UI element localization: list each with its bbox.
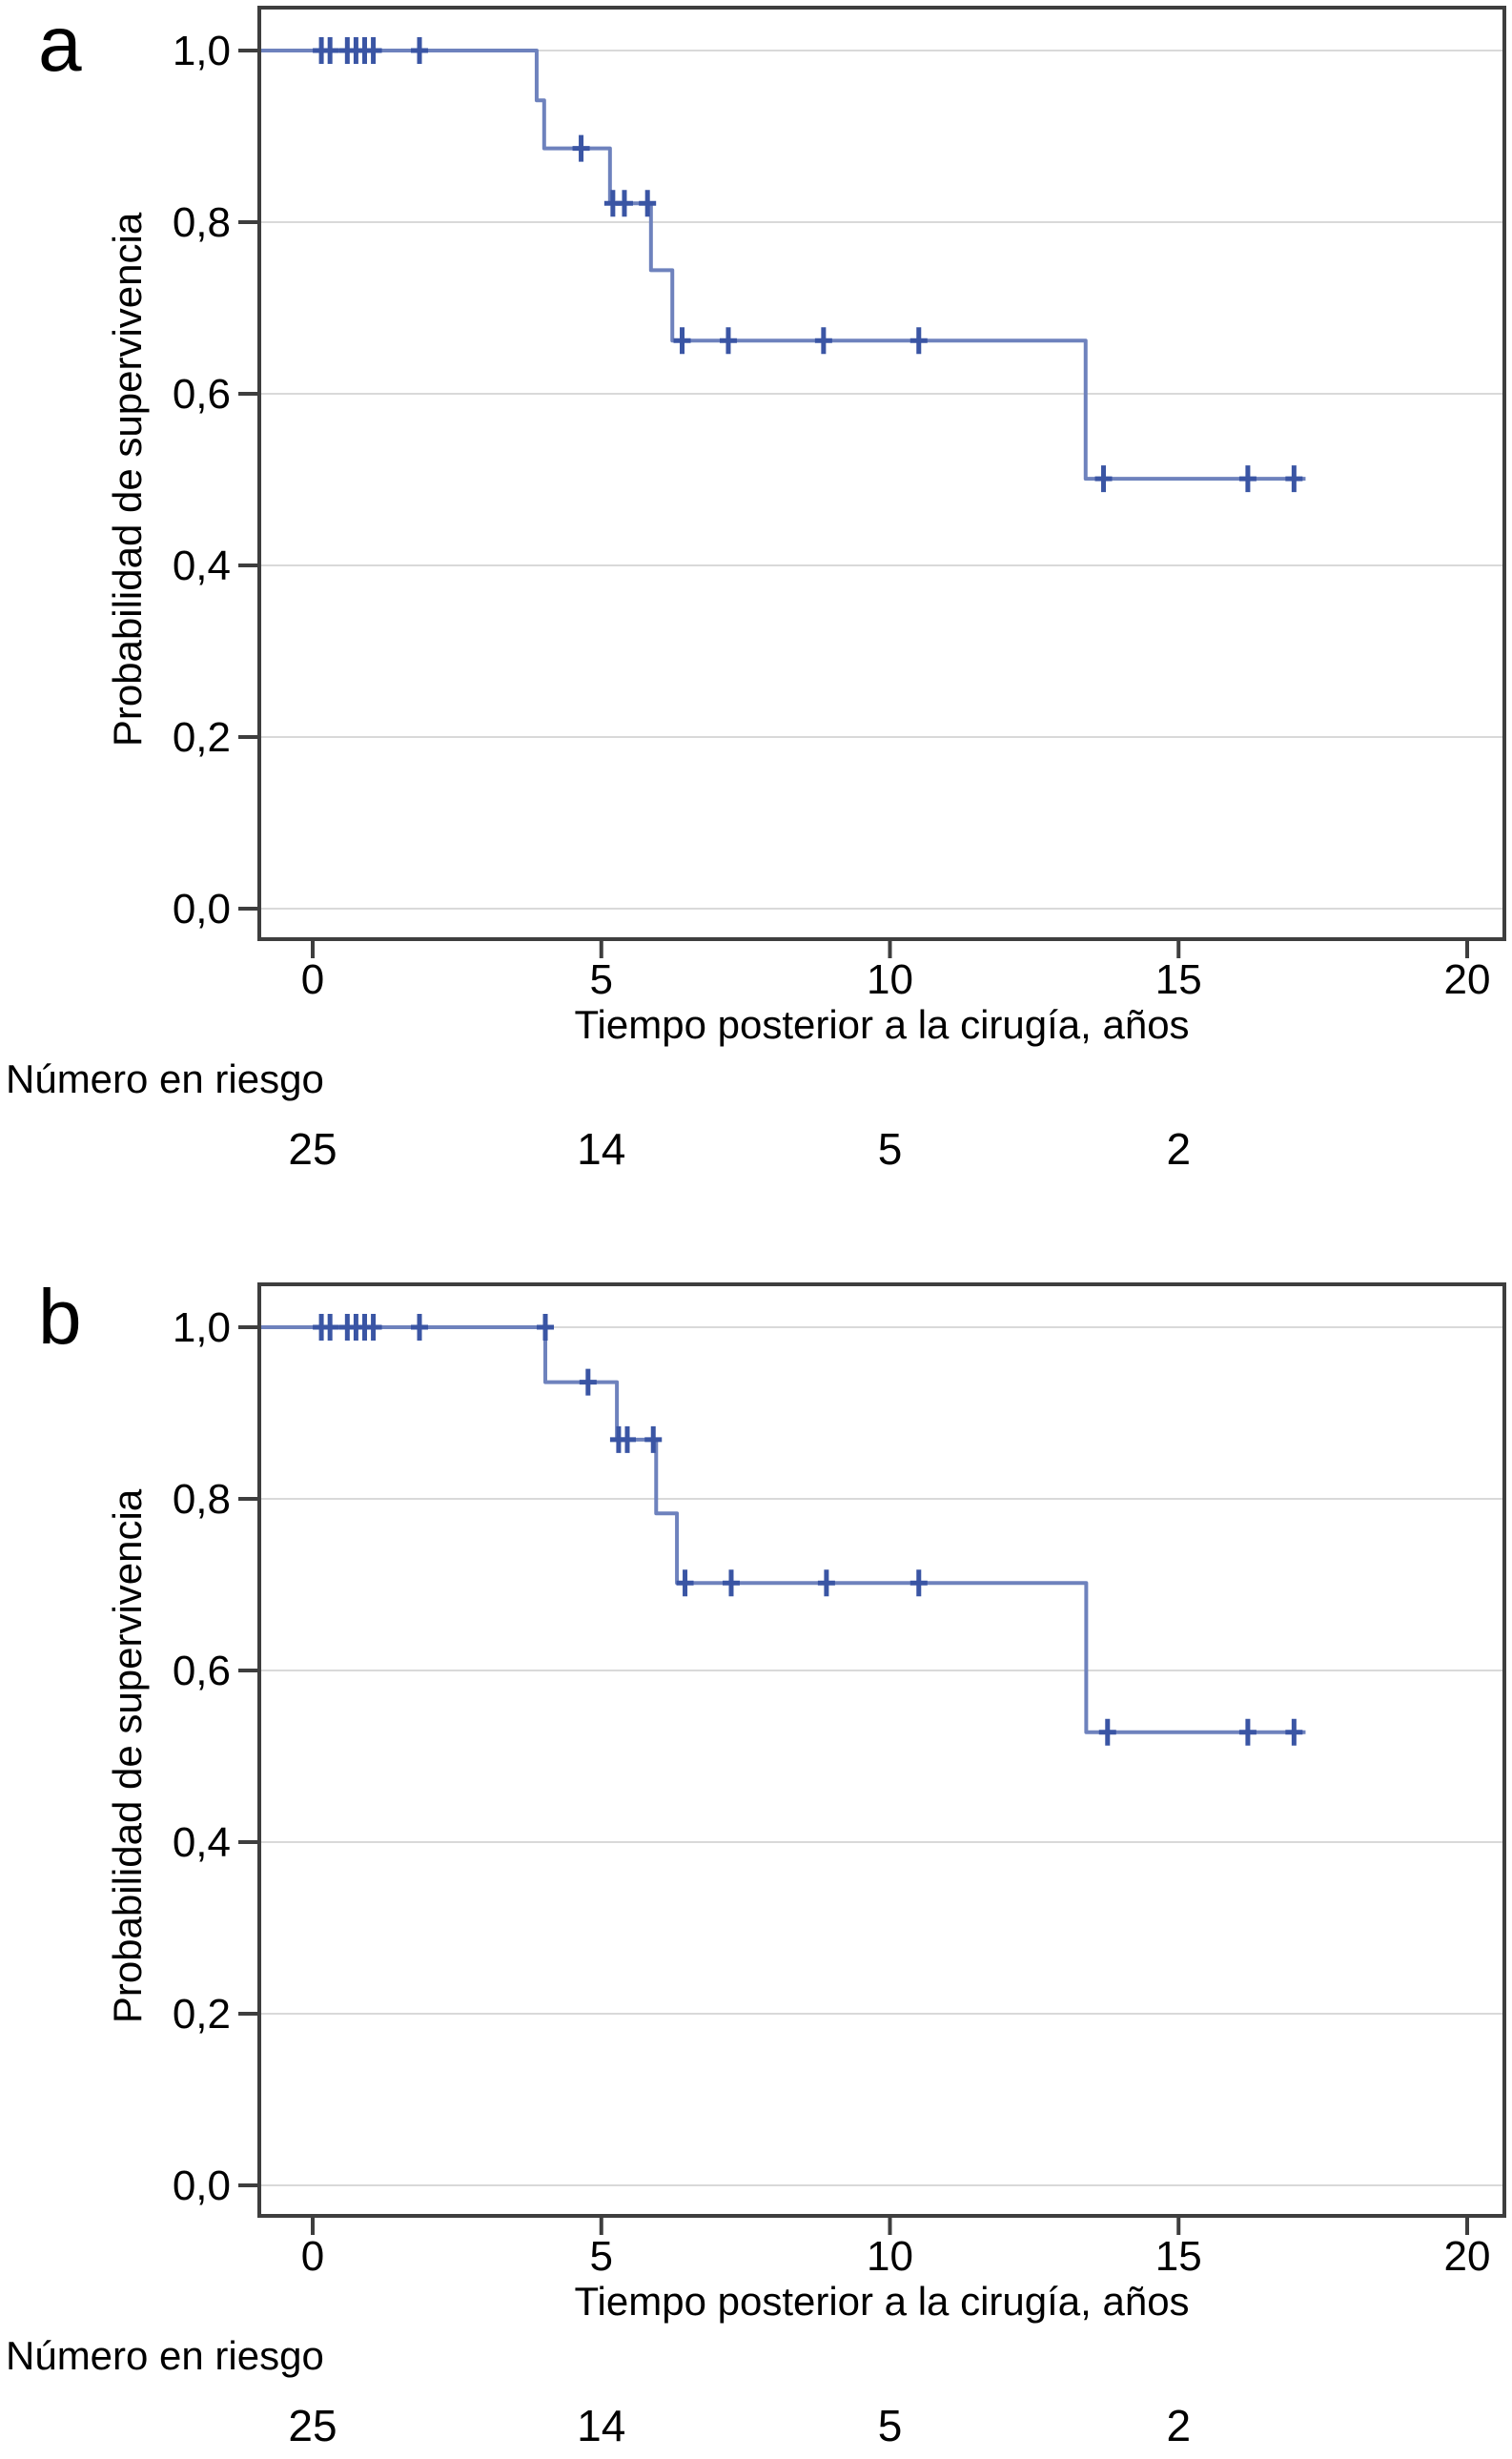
censor-mark (615, 190, 633, 217)
x-tick-label: 15 (1155, 956, 1202, 1003)
censor-mark (411, 37, 429, 64)
y-tick-label: 0,6 (173, 371, 231, 418)
risk-count: 2 (1166, 1124, 1191, 1174)
risk-table-label: Número en riesgo (6, 1056, 324, 1101)
plot-border (257, 1282, 1506, 2218)
panel-b-letter: b (38, 1277, 82, 1361)
censor-mark (909, 1569, 928, 1597)
y-tick-label: 0,0 (173, 2162, 231, 2209)
x-tick-label: 20 (1444, 2233, 1491, 2280)
censor-mark (1238, 465, 1257, 493)
risk-table-row: 25 14 5 2 (288, 1124, 1191, 1174)
y-tick-label: 0,8 (173, 1476, 231, 1523)
panel-b: b Probabilidad de supervivencia 1,0 0,8 0,… (0, 1277, 1512, 2459)
risk-count: 5 (878, 2401, 903, 2450)
censor-mark (909, 327, 928, 355)
censor-mark (1285, 1718, 1303, 1746)
censor-mark (364, 1314, 382, 1341)
x-tick-label: 20 (1444, 956, 1491, 1003)
risk-count: 14 (577, 2401, 625, 2450)
x-axis-label: Tiempo posterior a la cirugía, años (574, 1002, 1189, 1047)
survival-curve (261, 49, 1306, 482)
survival-curve (261, 1325, 1306, 1734)
censor-mark (817, 1569, 835, 1597)
y-axis-label: Probabilidad de supervivencia (105, 1488, 150, 2023)
censor-mark (411, 1314, 429, 1341)
x-tick-label: 15 (1155, 2233, 1202, 2280)
x-axis-label: Tiempo posterior a la cirugía, años (574, 2279, 1189, 2324)
censor-mark (618, 1425, 636, 1453)
censor-mark (579, 1368, 597, 1396)
km-chart-b: b Probabilidad de supervivencia 1,0 0,8 0,… (6, 1277, 1506, 2450)
km-chart-a: a Probabilidad de supervivencia 1,0 0,8 0,… (6, 1, 1506, 1174)
x-tick-label: 0 (301, 2233, 324, 2280)
risk-count: 2 (1166, 2401, 1191, 2450)
censor-mark (1094, 465, 1113, 493)
x-tick-label: 10 (867, 2233, 913, 2280)
censor-mark (639, 190, 657, 217)
x-tick-label: 5 (590, 956, 613, 1003)
censor-mark (537, 1314, 555, 1341)
censor-mark (814, 327, 832, 355)
censor-mark (364, 37, 382, 64)
y-tick-label: 1,0 (173, 1304, 231, 1351)
y-tick-label: 0,4 (173, 1819, 231, 1866)
risk-count: 14 (577, 1124, 625, 1174)
censor-mark (572, 134, 590, 162)
risk-count: 25 (288, 1124, 337, 1174)
x-tick-label: 0 (301, 956, 324, 1003)
y-tick-label: 0,2 (173, 1991, 231, 2038)
y-tick-label: 0,2 (173, 714, 231, 761)
censor-mark (673, 327, 691, 355)
y-tick-label: 0,4 (173, 543, 231, 589)
y-tick-label: 0,6 (173, 1648, 231, 1694)
censor-mark (1285, 465, 1303, 493)
censor-mark (321, 37, 339, 64)
risk-count: 25 (288, 2401, 337, 2450)
censor-mark (1098, 1718, 1116, 1746)
risk-table-row: 25 14 5 2 (288, 2401, 1191, 2450)
risk-count: 5 (878, 1124, 903, 1174)
y-tick-label: 0,0 (173, 886, 231, 932)
x-tick-label: 5 (590, 2233, 613, 2280)
panel-a: a Probabilidad de supervivencia 1,0 0,8 0,… (0, 0, 1512, 1182)
censor-mark (644, 1425, 663, 1453)
censor-mark (321, 1314, 339, 1341)
plot-area: 1,0 0,8 0,6 0,4 0,2 0,0 0 5 10 15 20 (173, 6, 1506, 1003)
plot-area: 1,0 0,8 0,6 0,4 0,2 0,0 0 5 10 15 20 (173, 1282, 1506, 2280)
censor-mark (719, 327, 737, 355)
y-tick-label: 1,0 (173, 28, 231, 74)
risk-table-label: Número en riesgo (6, 2333, 324, 2378)
y-tick-label: 0,8 (173, 199, 231, 246)
x-tick-label: 10 (867, 956, 913, 1003)
censor-mark (722, 1569, 740, 1597)
plot-border (257, 6, 1506, 941)
y-axis-label: Probabilidad de supervivencia (105, 212, 150, 747)
panel-a-letter: a (38, 1, 82, 88)
censor-mark (676, 1569, 694, 1597)
censor-mark (1238, 1718, 1257, 1746)
